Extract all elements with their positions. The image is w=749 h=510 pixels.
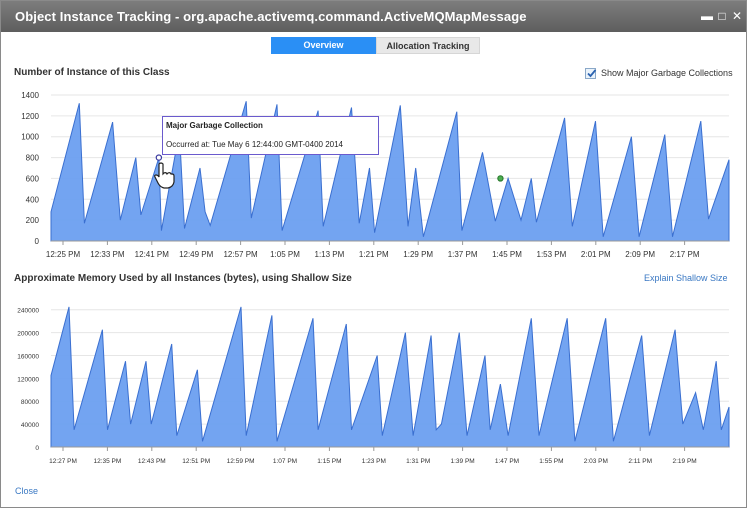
x-tick-label: 1:31 PM xyxy=(406,458,430,465)
x-tick-label: 1:23 PM xyxy=(362,458,386,465)
x-tick-label: 12:33 PM xyxy=(90,250,125,259)
x-tick-label: 2:11 PM xyxy=(628,458,652,465)
y-tick-label: 240000 xyxy=(17,308,39,315)
x-tick-label: 12:43 PM xyxy=(138,458,166,465)
x-tick-label: 1:39 PM xyxy=(450,458,474,465)
x-tick-label: 2:09 PM xyxy=(625,250,655,259)
x-tick-label: 12:49 PM xyxy=(179,250,214,259)
y-tick-label: 0 xyxy=(35,237,40,246)
gc-marker[interactable] xyxy=(155,154,163,161)
x-tick-label: 12:51 PM xyxy=(182,458,210,465)
x-tick-label: 1:05 PM xyxy=(270,250,300,259)
y-tick-label: 1000 xyxy=(21,133,39,142)
instance-chart-title: Number of Instance of this Class xyxy=(14,67,170,78)
x-tick-label: 12:25 PM xyxy=(46,250,81,259)
x-tick-label: 12:57 PM xyxy=(223,250,258,259)
y-tick-label: 160000 xyxy=(17,353,39,360)
memory-usage-chart[interactable]: 240000 200000 160000 120000 80000 40000 0 12:27… xyxy=(1,294,746,469)
tooltip-title: Major Garbage Collection xyxy=(166,121,263,130)
maximize-icon[interactable]: □ xyxy=(718,9,726,23)
y-tick-label: 400 xyxy=(26,195,40,204)
instance-count-chart[interactable]: 1400 1200 1000 800 600 400 200 0 12:25 PM 12:33 P… xyxy=(1,85,746,261)
gc-marker[interactable] xyxy=(497,175,504,182)
x-tick-label: 12:27 PM xyxy=(49,458,77,465)
tab-overview[interactable]: Overview xyxy=(271,37,376,54)
tab-allocation-tracking[interactable]: Allocation Tracking xyxy=(376,37,480,54)
memory-chart-title: Approximate Memory Used by all Instances… xyxy=(14,273,352,284)
x-tick-label: 2:17 PM xyxy=(670,250,700,259)
show-gc-checkbox[interactable] xyxy=(585,68,597,79)
x-tick-label: 12:41 PM xyxy=(135,250,170,259)
y-tick-label: 80000 xyxy=(21,399,39,406)
x-tick-label: 1:45 PM xyxy=(492,250,522,259)
title-bar[interactable]: Object Instance Tracking - org.apache.ac… xyxy=(1,1,746,32)
x-tick-label: 1:21 PM xyxy=(359,250,389,259)
close-icon[interactable]: ✕ xyxy=(731,9,743,23)
checkmark-icon xyxy=(587,69,597,78)
x-tick-label: 1:15 PM xyxy=(317,458,341,465)
window-title: Object Instance Tracking - org.apache.ac… xyxy=(15,9,527,24)
x-tick-label: 1:29 PM xyxy=(403,250,433,259)
y-tick-label: 1200 xyxy=(21,112,39,121)
area-series[interactable] xyxy=(50,306,730,448)
y-tick-label: 200000 xyxy=(17,331,39,338)
y-tick-label: 0 xyxy=(35,445,39,452)
y-tick-label: 120000 xyxy=(17,376,39,383)
y-tick-label: 600 xyxy=(26,174,40,183)
gc-tooltip: Major Garbage Collection Occurred at: Tu… xyxy=(162,116,379,155)
hand-cursor-icon xyxy=(154,162,175,189)
x-tick-label: 12:59 PM xyxy=(227,458,255,465)
x-tick-label: 2:03 PM xyxy=(584,458,608,465)
y-tick-label: 40000 xyxy=(21,422,39,429)
x-tick-label: 2:19 PM xyxy=(672,458,696,465)
y-tick-label: 200 xyxy=(26,216,40,225)
x-tick-label: 1:13 PM xyxy=(315,250,345,259)
show-gc-label[interactable]: Show Major Garbage Collections xyxy=(601,68,733,78)
x-tick-label: 1:37 PM xyxy=(448,250,478,259)
x-tick-label: 12:35 PM xyxy=(93,458,121,465)
x-tick-label: 2:01 PM xyxy=(581,250,611,259)
x-tick-label: 1:53 PM xyxy=(537,250,567,259)
x-tick-label: 1:07 PM xyxy=(273,458,297,465)
tooltip-body: Occurred at: Tue May 6 12:44:00 GMT-0400… xyxy=(166,140,343,149)
y-tick-label: 800 xyxy=(26,154,40,163)
y-tick-label: 1400 xyxy=(21,91,39,100)
x-tick-label: 1:47 PM xyxy=(495,458,519,465)
explain-shallow-size-link[interactable]: Explain Shallow Size xyxy=(644,273,728,283)
close-link[interactable]: Close xyxy=(15,486,39,496)
minimize-icon[interactable]: ▬ xyxy=(701,9,713,23)
x-tick-label: 1:55 PM xyxy=(539,458,563,465)
